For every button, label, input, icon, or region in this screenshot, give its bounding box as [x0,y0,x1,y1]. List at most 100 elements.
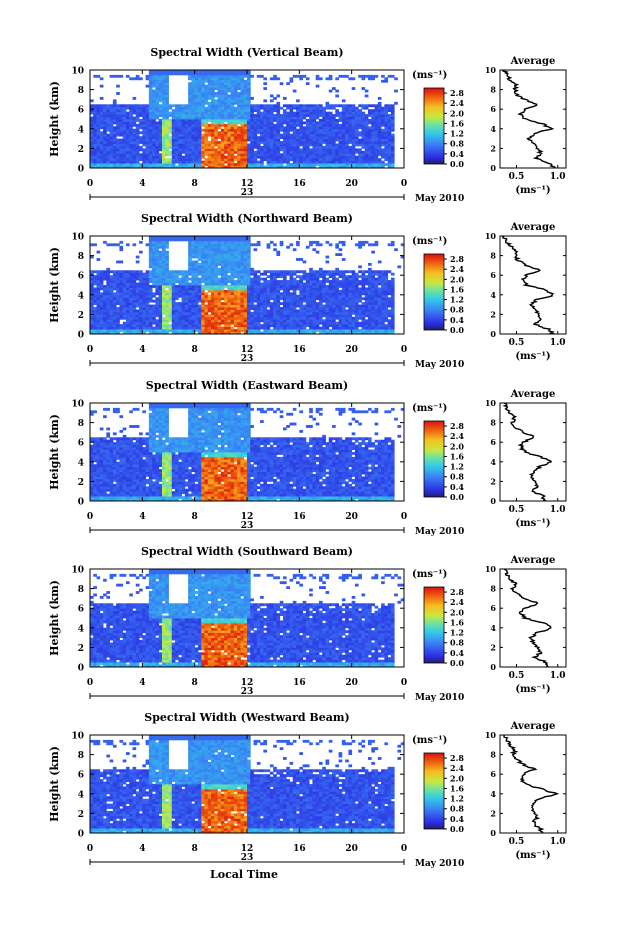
heatmap-cell [263,148,268,152]
heatmap-cell [305,297,310,301]
heatmap-cell [214,324,218,328]
heatmap-cell [122,331,127,335]
heatmap-cell [387,150,392,154]
heatmap-cell [211,119,215,122]
heatmap-cell [90,255,94,259]
heatmap-cell [197,289,202,293]
heatmap-cell [253,116,258,120]
heatmap-cell [233,109,238,113]
heatmap-cell [119,302,124,305]
heatmap-cell [103,104,107,108]
heatmap-cell [374,148,379,152]
heatmap-cell [99,165,104,169]
heatmap-cell [116,126,120,130]
avg-y-tick-label: 0 [490,163,496,173]
heatmap-cell [188,302,192,305]
heatmap-cell [122,329,127,332]
heatmap-cell [132,282,137,286]
heatmap-cell [90,128,94,132]
heatmap-cell [194,253,199,256]
heatmap-cell [139,131,143,135]
heatmap-cell [178,72,182,76]
heatmap-cell [178,331,182,335]
heatmap-cell [269,289,274,293]
heatmap-cell [191,131,196,135]
heatmap-cell [328,128,333,132]
heatmap-cell [201,70,205,73]
heatmap-cell [125,133,130,137]
heatmap-cell [106,104,111,108]
heatmap-cell [214,309,218,313]
heatmap-cell [377,119,382,122]
heatmap-cell [194,163,199,166]
heatmap-cell [230,77,235,81]
heatmap-cell [201,275,205,279]
heatmap-cell [155,324,160,328]
heatmap-cell [302,272,307,276]
heatmap-cell [292,272,297,276]
heatmap-cell [106,143,111,147]
heatmap-cell [351,114,356,117]
heatmap-cell [119,316,124,320]
heatmap-cell [250,119,254,122]
heatmap-cell [204,96,209,100]
heatmap-cell [211,238,215,242]
heatmap-cell [256,155,261,159]
heatmap-cell [129,150,133,154]
heatmap-cell [181,282,186,286]
heatmap-cell [148,116,153,120]
heatmap-cell [197,96,202,100]
heatmap-cell [312,309,317,313]
heatmap-cell [135,74,140,78]
heatmap-cell [145,160,150,164]
heatmap-cell [145,138,150,142]
heatmap-cell [135,138,140,142]
heatmap-cell [161,280,166,283]
heatmap-cell [237,141,241,144]
heatmap-cell [194,87,199,90]
heatmap-cell [289,243,294,247]
heatmap-cell [256,304,261,308]
heatmap-cell [282,285,287,288]
heatmap-cell [260,128,264,132]
heatmap-cell [247,99,251,103]
heatmap-cell [315,280,320,283]
heatmap-cell [99,280,104,283]
heatmap-cell [197,133,202,137]
heatmap-cell [250,316,254,320]
heatmap-cell [253,292,258,296]
heatmap-cell [139,114,143,117]
heatmap-cell [194,94,199,98]
heatmap-cell [217,307,222,310]
heatmap-cell [377,121,382,125]
heatmap-cell [273,314,277,318]
heatmap-cell [99,294,104,298]
heatmap-cell [145,321,150,325]
heatmap-cell [335,165,339,169]
heatmap-cell [188,131,192,135]
heatmap-cell [282,133,287,137]
heatmap-cell [381,114,385,117]
heatmap-cell [204,106,209,110]
heatmap-cell [299,258,303,261]
heatmap-cell [168,165,173,169]
heatmap-cell [96,311,101,315]
heatmap-cell [243,255,248,259]
heatmap-cell [197,70,202,73]
heatmap-cell [158,307,163,310]
heatmap-cell [148,111,153,115]
heatmap-cell [243,128,248,132]
heatmap-cell [227,126,232,130]
heatmap-cell [224,272,228,276]
heatmap-cell [309,240,313,244]
heatmap-cell [328,148,333,152]
heatmap-cell [161,316,166,320]
heatmap-cell [299,128,303,132]
heatmap-cell [279,240,284,244]
heatmap-cell [279,324,284,328]
heatmap-cell [119,116,124,120]
heatmap-cell [250,314,254,318]
heatmap-cell [142,314,146,318]
heatmap-cell [207,89,212,93]
heatmap-cell [351,160,356,164]
